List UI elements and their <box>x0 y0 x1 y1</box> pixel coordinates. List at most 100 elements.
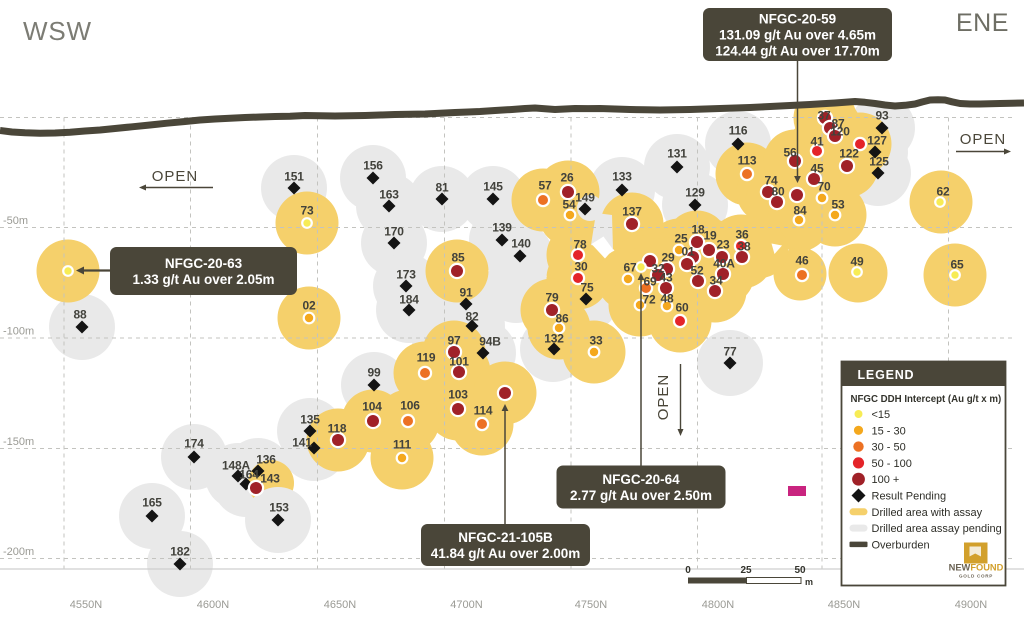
svg-text:36: 36 <box>736 228 749 242</box>
svg-text:WSW: WSW <box>23 16 92 46</box>
svg-text:60: 60 <box>676 301 689 315</box>
svg-text:38: 38 <box>738 240 751 254</box>
svg-text:02: 02 <box>303 299 316 313</box>
svg-text:4700N: 4700N <box>450 599 482 611</box>
svg-text:GOLD CORP: GOLD CORP <box>959 574 993 579</box>
svg-text:45: 45 <box>811 162 824 176</box>
svg-text:<15: <15 <box>872 409 891 421</box>
svg-text:50: 50 <box>794 565 806 576</box>
svg-text:165: 165 <box>142 496 162 510</box>
svg-text:94B: 94B <box>479 335 501 349</box>
svg-text:173: 173 <box>396 268 416 282</box>
svg-text:23: 23 <box>717 238 730 252</box>
svg-text:163: 163 <box>379 188 399 202</box>
svg-text:164: 164 <box>239 468 259 482</box>
svg-text:49: 49 <box>851 255 864 269</box>
svg-text:72: 72 <box>643 293 656 307</box>
svg-text:137: 137 <box>622 205 642 219</box>
svg-text:-50m: -50m <box>3 215 28 227</box>
svg-text:153: 153 <box>269 501 289 515</box>
svg-text:25: 25 <box>740 565 752 576</box>
svg-text:93: 93 <box>876 109 889 123</box>
svg-text:46: 46 <box>796 254 809 268</box>
svg-text:65: 65 <box>951 258 964 272</box>
svg-text:ENE: ENE <box>956 9 1009 37</box>
svg-text:19: 19 <box>704 229 717 243</box>
svg-text:101: 101 <box>449 355 469 369</box>
svg-text:122: 122 <box>839 147 859 161</box>
svg-text:33: 33 <box>590 334 603 348</box>
svg-text:124.44 g/t Au over 17.70m: 124.44 g/t Au over 17.70m <box>715 43 880 58</box>
svg-text:148A: 148A <box>222 459 250 473</box>
svg-text:NFGC-20-63: NFGC-20-63 <box>165 256 243 271</box>
svg-text:26: 26 <box>561 171 574 185</box>
svg-text:Drilled area with assay: Drilled area with assay <box>872 507 983 519</box>
svg-text:91: 91 <box>460 286 473 300</box>
svg-text:120: 120 <box>830 125 850 139</box>
svg-text:70: 70 <box>818 180 831 194</box>
svg-text:-200m: -200m <box>3 546 34 558</box>
svg-text:143: 143 <box>260 472 280 486</box>
svg-text:0: 0 <box>685 565 691 576</box>
svg-text:82: 82 <box>466 310 479 324</box>
svg-text:4550N: 4550N <box>70 599 102 611</box>
svg-text:56: 56 <box>784 146 797 160</box>
svg-text:4900N: 4900N <box>955 599 987 611</box>
svg-text:141: 141 <box>292 436 312 450</box>
svg-text:40A: 40A <box>713 257 735 271</box>
svg-text:145: 145 <box>483 180 503 194</box>
svg-text:149: 149 <box>575 191 595 205</box>
svg-text:104: 104 <box>362 400 382 414</box>
svg-text:4850N: 4850N <box>828 599 860 611</box>
svg-text:182: 182 <box>170 545 190 559</box>
svg-text:99: 99 <box>368 366 381 380</box>
svg-text:151: 151 <box>284 170 304 184</box>
svg-text:NFGC-21-105B: NFGC-21-105B <box>458 530 553 545</box>
svg-text:118: 118 <box>328 422 347 436</box>
svg-text:79: 79 <box>546 291 559 305</box>
svg-text:54: 54 <box>563 198 576 212</box>
svg-text:NFGC-20-64: NFGC-20-64 <box>602 472 680 487</box>
svg-text:34: 34 <box>710 274 723 288</box>
svg-text:103: 103 <box>448 388 468 402</box>
svg-text:87: 87 <box>832 117 845 131</box>
svg-text:NFGC DDH Intercept (Au g/t x m: NFGC DDH Intercept (Au g/t x m) <box>851 394 1002 405</box>
svg-text:NFGC-20-59: NFGC-20-59 <box>759 11 836 26</box>
svg-text:52: 52 <box>691 264 704 278</box>
svg-text:106: 106 <box>400 399 420 413</box>
svg-text:97: 97 <box>448 334 461 348</box>
svg-text:4750N: 4750N <box>575 599 607 611</box>
svg-text:43: 43 <box>660 271 673 285</box>
svg-text:140: 140 <box>511 237 531 251</box>
svg-text:62: 62 <box>937 185 950 199</box>
svg-text:41: 41 <box>811 135 824 149</box>
svg-text:114: 114 <box>474 404 493 418</box>
svg-text:57: 57 <box>539 179 552 193</box>
svg-text:84: 84 <box>794 204 807 218</box>
svg-text:80: 80 <box>772 185 785 199</box>
svg-text:174: 174 <box>184 437 204 451</box>
svg-text:81: 81 <box>436 181 449 195</box>
svg-text:15 - 30: 15 - 30 <box>872 425 906 437</box>
svg-text:30: 30 <box>575 260 588 274</box>
svg-text:m: m <box>805 577 813 587</box>
svg-text:73: 73 <box>301 204 314 218</box>
svg-text:74: 74 <box>765 174 778 188</box>
svg-text:50 - 100: 50 - 100 <box>872 458 912 470</box>
svg-text:OPEN: OPEN <box>655 374 672 421</box>
svg-text:30 - 50: 30 - 50 <box>872 442 906 454</box>
svg-text:170: 170 <box>384 225 404 239</box>
svg-text:-150m: -150m <box>3 436 34 448</box>
svg-text:NEWFOUND: NEWFOUND <box>949 563 1004 573</box>
svg-text:Result Pending: Result Pending <box>872 491 947 503</box>
svg-text:133: 133 <box>612 170 632 184</box>
svg-text:OPEN: OPEN <box>960 131 1007 148</box>
svg-text:131.09 g/t Au over 4.65m: 131.09 g/t Au over 4.65m <box>719 27 876 42</box>
svg-text:OPEN: OPEN <box>152 168 199 185</box>
svg-text:132: 132 <box>544 332 564 346</box>
svg-text:88: 88 <box>74 308 87 322</box>
svg-text:113: 113 <box>738 154 757 168</box>
svg-text:125: 125 <box>869 155 889 169</box>
svg-text:111: 111 <box>393 438 412 452</box>
svg-text:135: 135 <box>300 413 320 427</box>
